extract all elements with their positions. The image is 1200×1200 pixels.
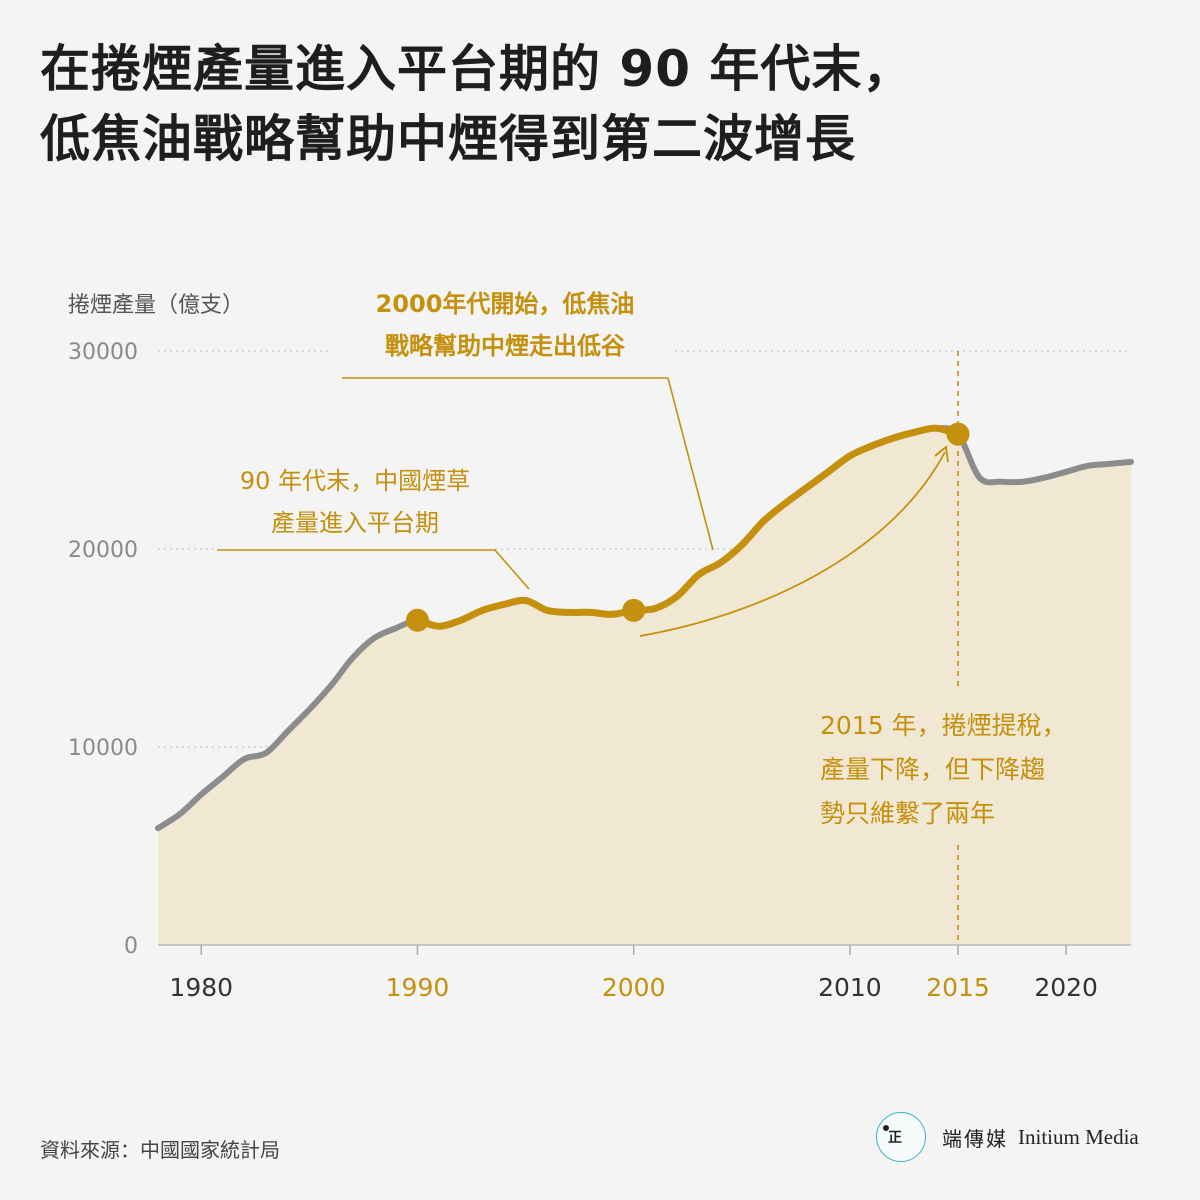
annotation-2000s-line1: 2000年代開始，低焦油: [376, 290, 635, 318]
x-tick-label: 2010: [818, 973, 882, 1002]
title-line-2: 低焦油戰略幫助中煙得到第二波增長: [40, 110, 856, 168]
annotation-2015-line3: 勢只維繫了兩年: [820, 799, 995, 828]
annotation-90s-line1: 90 年代末，中國煙草: [240, 467, 470, 495]
x-tick-label: 2015: [926, 973, 990, 1002]
production-area: [158, 428, 1131, 945]
growth-arrow: [639, 451, 946, 637]
y-tick-label: 30000: [68, 340, 138, 365]
marker-2000: [622, 598, 646, 622]
annotation-leader-90s: [217, 549, 530, 590]
y-tick-label: 0: [124, 934, 138, 959]
brand-logo: 正​ 端傳媒 Initium Media: [876, 1108, 1139, 1166]
annotation-2015-line1: 2015 年，捲煙提稅，: [820, 711, 1067, 740]
marker-1990: [405, 608, 429, 632]
brand-name-zh: 端傳媒: [942, 1126, 1008, 1151]
y-tick-label: 10000: [68, 736, 138, 761]
title-line-1: 在捲煙產量進入平台期的 90 年代末，: [40, 40, 914, 98]
y-tick-label: 20000: [68, 538, 138, 563]
annotation-2015-line2: 產量下降，但下降趨: [820, 755, 1045, 784]
y-axis-label: 捲煙產量（億支）: [68, 293, 244, 318]
x-tick-label: 1980: [169, 973, 233, 1002]
production-line-highlight: [414, 424, 962, 630]
growth-arrow-head: [934, 445, 949, 463]
x-tick-label: 2000: [602, 973, 666, 1002]
marker-2015: [946, 422, 970, 446]
data-source: 資料來源：中國國家統計局: [40, 1138, 280, 1162]
annotation-leader-2000s: [342, 377, 714, 551]
cigarette-production-chart: 0 10000 20000 30000 1980 1990 2000 2010 2015 202…: [68, 290, 1134, 1002]
brand-name-en: Initium Media: [1018, 1124, 1139, 1149]
annotation-2000s-line2: 戰略幫助中煙走出低谷: [385, 332, 626, 360]
annotation-90s-line2: 產量進入平台期: [271, 509, 439, 537]
initium-logo-icon: 正​: [876, 1112, 926, 1162]
x-tick-label: 2020: [1034, 973, 1098, 1002]
x-tick-label: 1990: [386, 973, 450, 1002]
chart-title: 在捲煙產量進入平台期的 90 年代末， 低焦油戰略幫助中煙得到第二波增長: [40, 34, 1160, 174]
